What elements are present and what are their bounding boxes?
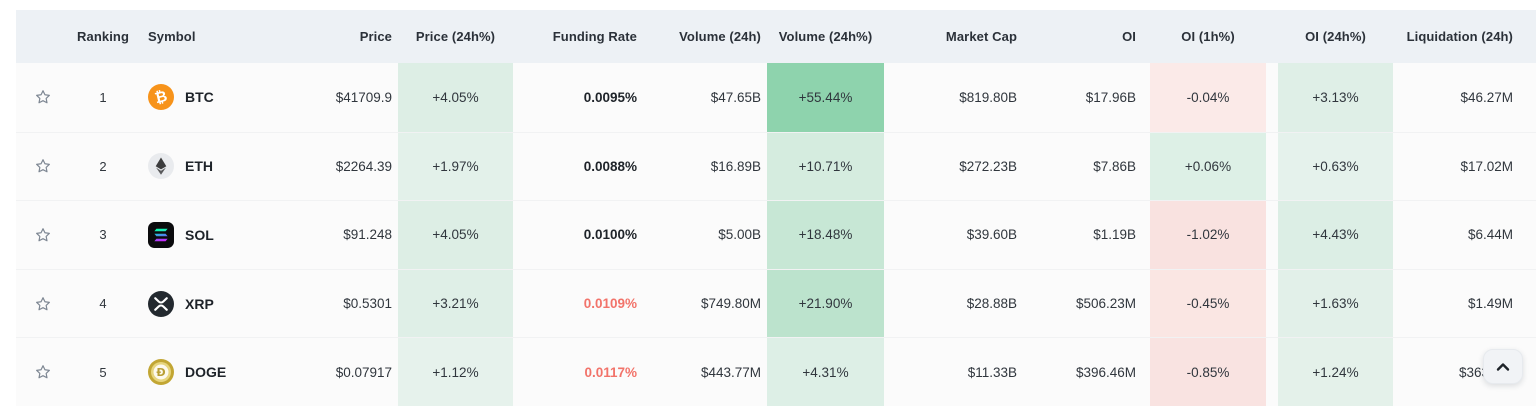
favorite-star-icon[interactable]	[34, 157, 52, 175]
header-funding-rate[interactable]: Funding Rate	[552, 29, 637, 44]
xrp-icon	[148, 290, 174, 317]
eth-icon	[148, 153, 174, 180]
rank-value: 5	[99, 364, 107, 380]
price-24h-pct-cell: +4.05%	[398, 201, 513, 269]
liquidation-value: $6.44M	[1467, 227, 1513, 243]
header-ranking[interactable]: Ranking	[77, 29, 129, 44]
oi-1h-pct-cell: -0.85%	[1150, 338, 1266, 406]
price-value: $91.248	[343, 227, 392, 243]
liquidation-value: $363	[1458, 364, 1489, 380]
header-market-cap[interactable]: Market Cap	[945, 29, 1017, 44]
header-price[interactable]: Price	[359, 29, 392, 44]
header-oi-24h[interactable]: OI (24h%)	[1305, 29, 1366, 44]
oi-24h-pct-cell: +0.63%	[1278, 132, 1393, 201]
market-cap-value: $28.88B	[966, 296, 1017, 312]
chevron-up-icon	[1496, 362, 1510, 371]
futures-market-table: Ranking Symbol Price Price (24h%) Fundin…	[16, 10, 1536, 406]
scroll-to-top-button[interactable]	[1483, 349, 1523, 384]
price-24h-pct-cell: +4.05%	[398, 63, 513, 132]
volume-24h-value: $16.89B	[710, 158, 761, 174]
oi-1h-pct-cell: -0.45%	[1150, 269, 1266, 338]
symbol-label: SOL	[185, 226, 214, 243]
volume-24h-value: $749.80M	[700, 296, 761, 312]
price-24h-pct-cell: +3.21%	[398, 269, 513, 338]
svg-text:₿: ₿	[153, 87, 169, 107]
volume-24h-pct-cell: +21.90%	[767, 269, 884, 338]
doge-icon: Ð	[148, 359, 174, 386]
oi-value: $7.86B	[1093, 158, 1136, 174]
oi-24h-pct-cell: +4.43%	[1278, 201, 1393, 269]
header-volume-24h-pct[interactable]: Volume (24h%)	[778, 29, 873, 44]
rank-value: 3	[99, 227, 107, 243]
market-cap-value: $11.33B	[967, 364, 1017, 380]
symbol-label: XRP	[185, 295, 214, 312]
market-cap-value: $39.60B	[966, 227, 1017, 243]
funding-rate-value: 0.0088%	[583, 158, 637, 174]
header-symbol[interactable]: Symbol	[148, 29, 196, 44]
market-cap-value: $272.23B	[959, 158, 1017, 174]
oi-value: $17.96B	[1085, 89, 1136, 105]
header-liquidation-24h[interactable]: Liquidation (24h)	[1406, 29, 1513, 44]
oi-1h-pct-cell: -0.04%	[1150, 63, 1266, 132]
price-value: $41709.9	[335, 89, 392, 105]
favorite-star-icon[interactable]	[34, 226, 52, 244]
oi-value: $506.23M	[1075, 296, 1136, 312]
rank-value: 1	[99, 89, 107, 105]
oi-24h-pct-cell: +1.24%	[1278, 338, 1393, 406]
table-row-sol[interactable]: 3 SOL $91.248 +4.05% 0.0100% $5	[16, 200, 1536, 269]
header-volume-24h[interactable]: Volume (24h)	[679, 29, 761, 44]
volume-24h-value: $5.00B	[718, 227, 761, 243]
market-cap-value: $819.80B	[959, 89, 1017, 105]
table-row-eth[interactable]: 2 ETH $2264.39 +1.97% 0.0088% $16.89B +1…	[16, 131, 1536, 201]
price-value: $2264.39	[335, 158, 392, 174]
oi-value: $396.46M	[1075, 364, 1136, 380]
funding-rate-value: 0.0095%	[583, 89, 637, 105]
oi-1h-pct-cell: +0.06%	[1150, 132, 1266, 201]
oi-24h-pct-cell: +3.13%	[1278, 63, 1393, 132]
symbol-label: ETH	[185, 158, 213, 175]
funding-rate-value: 0.0109%	[583, 296, 637, 312]
table-row-doge[interactable]: 5 Ð DOGE $0.07917 +1.12% 0.0117% $443.77…	[16, 337, 1536, 406]
liquidation-value: $1.49M	[1467, 296, 1513, 312]
svg-text:Ð: Ð	[156, 366, 165, 379]
sol-icon	[148, 221, 174, 248]
table-header: Ranking Symbol Price Price (24h%) Fundin…	[16, 10, 1536, 63]
price-value: $0.5301	[343, 296, 392, 312]
rank-value: 2	[99, 158, 107, 174]
volume-24h-pct-cell: +18.48%	[767, 201, 884, 269]
price-24h-pct-cell: +1.12%	[398, 338, 513, 406]
volume-24h-pct-cell: +55.44%	[767, 63, 884, 132]
rank-value: 4	[99, 296, 107, 312]
header-oi-1h[interactable]: OI (1h%)	[1181, 29, 1235, 44]
volume-24h-value: $47.65B	[710, 89, 761, 105]
liquidation-value: $17.02M	[1460, 158, 1513, 174]
favorite-star-icon[interactable]	[34, 88, 52, 106]
symbol-label: DOGE	[185, 364, 227, 381]
volume-24h-pct-cell: +10.71%	[767, 132, 884, 201]
header-oi[interactable]: OI	[1122, 29, 1136, 44]
table-row-xrp[interactable]: 4 XRP $0.5301 +3.21% 0.0109% $749.80M +2…	[16, 268, 1536, 338]
btc-icon: ₿	[148, 84, 174, 111]
table-row-btc[interactable]: 1 ₿ BTC $41709.9 +4.05% 0.0095% $47.65B …	[16, 63, 1536, 132]
funding-rate-value: 0.0117%	[584, 364, 637, 380]
favorite-star-icon[interactable]	[34, 295, 52, 313]
table-body: 1 ₿ BTC $41709.9 +4.05% 0.0095% $47.65B …	[16, 63, 1536, 406]
header-price-24h[interactable]: Price (24h%)	[415, 29, 496, 44]
price-24h-pct-cell: +1.97%	[398, 132, 513, 201]
liquidation-value: $46.27M	[1460, 89, 1513, 105]
favorite-star-icon[interactable]	[34, 363, 52, 381]
oi-1h-pct-cell: -1.02%	[1150, 201, 1266, 269]
volume-24h-pct-cell: +4.31%	[767, 338, 884, 406]
funding-rate-value: 0.0100%	[583, 227, 637, 243]
symbol-label: BTC	[185, 89, 214, 106]
price-value: $0.07917	[335, 364, 392, 380]
oi-value: $1.19B	[1093, 227, 1136, 243]
volume-24h-value: $443.77M	[700, 364, 761, 380]
oi-24h-pct-cell: +1.63%	[1278, 269, 1393, 338]
